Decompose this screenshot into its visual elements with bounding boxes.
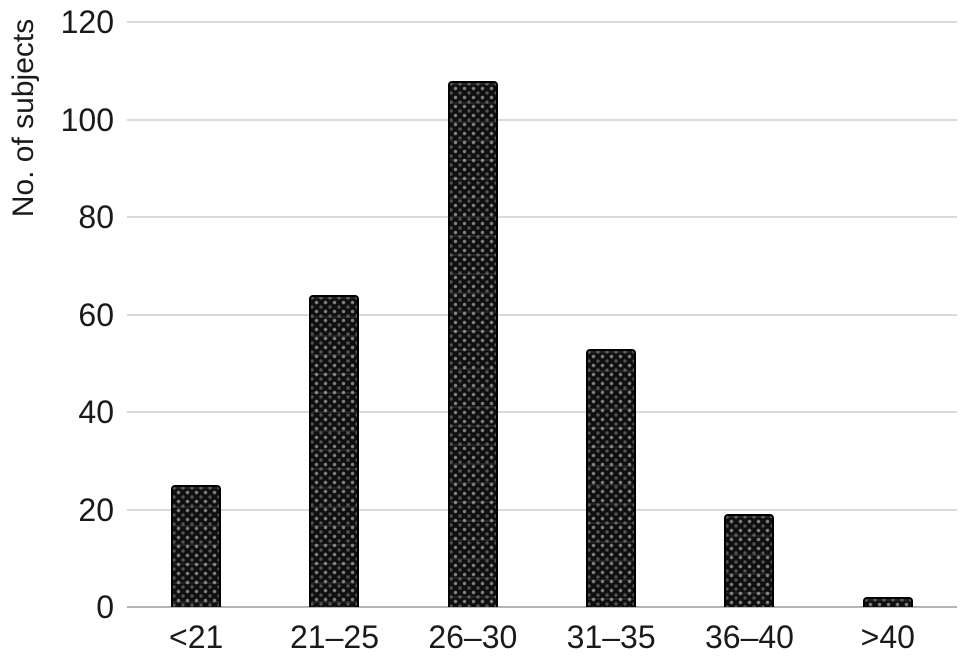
y-tick-label-100: 100 [60, 101, 114, 138]
gridline-20 [127, 508, 957, 511]
x-tick-label-1: 21–25 [290, 619, 379, 655]
bar-slot-1 [265, 295, 403, 607]
gridline-100 [127, 118, 957, 121]
bar-slot-0 [127, 485, 265, 607]
y-tick-label-20: 20 [78, 491, 114, 528]
y-tick-label-40: 40 [78, 394, 114, 430]
x-tick-labels: <21 21–25 26–30 31–35 36–40 >40 [127, 619, 957, 655]
bar-0 [171, 485, 222, 607]
y-tick-label-0: 0 [96, 589, 114, 625]
bar-5 [862, 597, 913, 607]
gridline-120 [127, 21, 957, 23]
bars [127, 22, 957, 607]
gridline-80 [127, 216, 957, 218]
x-tick-label-0: <21 [169, 619, 224, 655]
bar-slot-5 [819, 597, 957, 607]
y-tick-label-80: 80 [78, 199, 114, 235]
bar-slot-4 [680, 514, 818, 607]
gridline-60 [127, 313, 957, 316]
y-tick-labels: 0 20 40 60 80 100 120 [0, 6, 114, 623]
y-tick-label-120: 120 [60, 4, 114, 40]
gridline-0 [127, 606, 957, 608]
y-tick-label-60: 60 [78, 296, 114, 333]
plot-area [127, 21, 957, 608]
bar-slot-3 [542, 348, 680, 607]
bar-2 [447, 80, 498, 607]
bar-slot-2 [404, 80, 542, 607]
x-tick-label-4: 36–40 [704, 619, 794, 655]
gridline-40 [127, 411, 957, 413]
x-tick-label-3: 31–35 [566, 619, 656, 655]
x-tick-label-5: >40 [860, 619, 915, 655]
bar-1 [309, 295, 360, 607]
bar-3 [586, 348, 637, 607]
x-tick-label-2: 26–30 [428, 619, 518, 655]
bar-4 [724, 514, 775, 607]
